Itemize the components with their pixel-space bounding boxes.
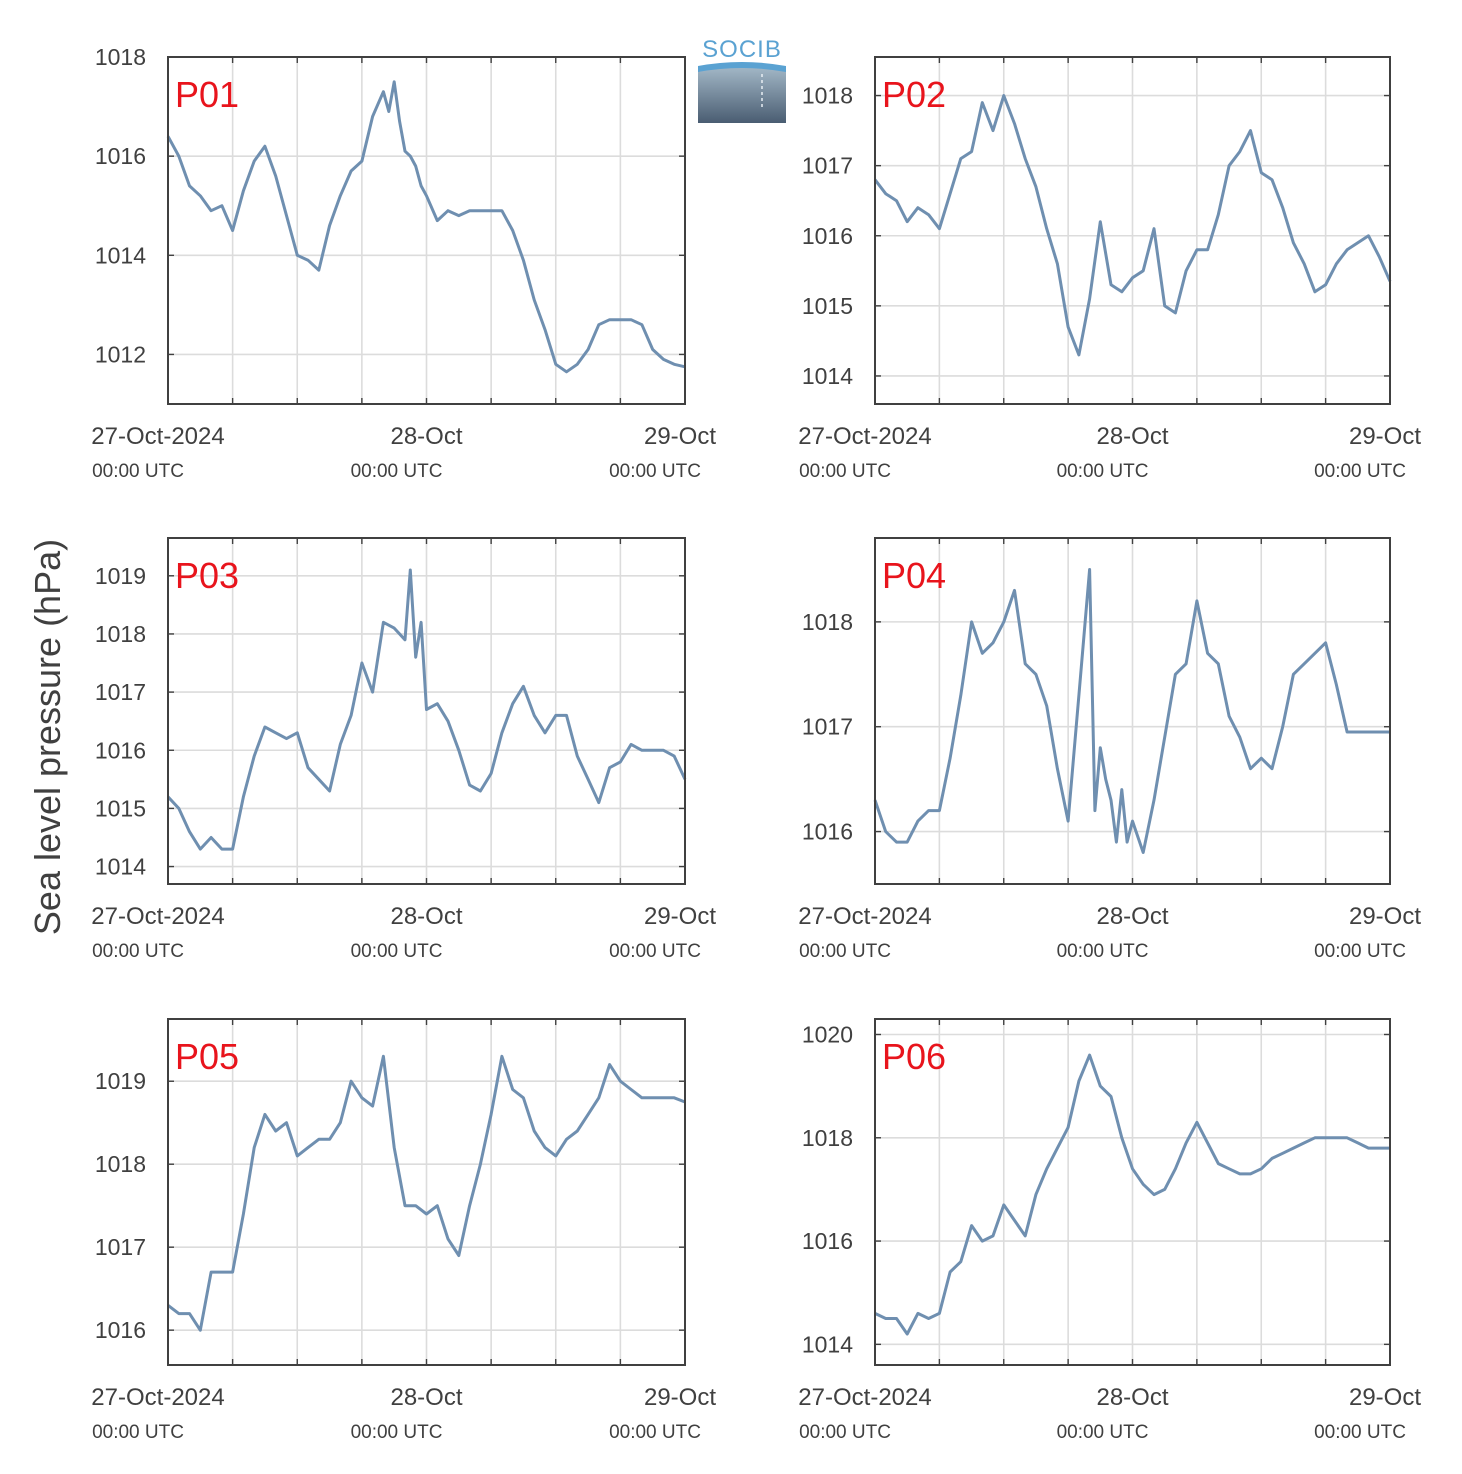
y-tick-label: 1018 <box>802 83 853 109</box>
x-tick-label: 27-Oct-2024 <box>798 423 931 450</box>
y-tick-label: 1019 <box>95 563 146 589</box>
y-tick-label: 1018 <box>95 1151 146 1177</box>
series-line-p02 <box>873 94 1392 357</box>
panel-p04: 1016 1017 1018 P04 27-Oct-2024 00:00 UTC 28-Oc… <box>798 537 1421 962</box>
panel-p01: 1012 1014 1016 1018 P01 27-Oct-2024 00:00 UTC 2… <box>91 44 716 482</box>
y-tick-label: 1015 <box>95 795 146 821</box>
y-tick-label: 1017 <box>95 1234 146 1260</box>
y-tick-label: 1020 <box>802 1021 853 1047</box>
y-tick-label: 1016 <box>802 819 853 845</box>
y-tick-label: 1018 <box>802 1125 853 1151</box>
x-tick-sublabel: 00:00 UTC <box>609 1422 701 1443</box>
y-tick-label: 1016 <box>95 143 146 169</box>
series-line-p05 <box>167 1054 686 1332</box>
y-tick-label: 1014 <box>95 854 146 880</box>
x-tick-sublabel: 00:00 UTC <box>92 1422 184 1443</box>
x-tick-sublabel: 00:00 UTC <box>351 461 443 482</box>
panel-p06: 1014 1016 1018 1020 P06 27-Oct-2024 00:00 UTC 2… <box>798 1018 1421 1443</box>
x-tick-label: 29-Oct <box>644 423 716 450</box>
y-tick-label: 1018 <box>95 44 146 70</box>
x-tick-sublabel: 00:00 UTC <box>609 941 701 962</box>
x-tick-label: 29-Oct <box>644 903 716 930</box>
station-label: P05 <box>175 1036 239 1077</box>
plot-frame <box>874 537 1391 885</box>
x-tick-label: 27-Oct-2024 <box>798 1384 931 1411</box>
y-tick-label: 1017 <box>802 714 853 740</box>
x-tick-label: 28-Oct <box>390 1384 462 1411</box>
series-line-p03 <box>166 568 687 851</box>
x-tick-label: 28-Oct <box>1096 1384 1168 1411</box>
x-tick-sublabel: 00:00 UTC <box>92 461 184 482</box>
x-tick-sublabel: 00:00 UTC <box>351 1422 443 1443</box>
socib-logo: SOCIB <box>698 36 786 123</box>
x-tick-label: 27-Oct-2024 <box>798 903 931 930</box>
x-tick-label: 28-Oct <box>1096 423 1168 450</box>
plot-frame <box>167 537 686 885</box>
y-tick-label: 1016 <box>802 1228 853 1254</box>
x-tick-sublabel: 00:00 UTC <box>799 1422 891 1443</box>
x-tick-label: 27-Oct-2024 <box>91 423 224 450</box>
y-tick-label: 1018 <box>802 609 853 635</box>
x-tick-sublabel: 00:00 UTC <box>1057 461 1149 482</box>
y-tick-label: 1014 <box>802 363 853 389</box>
station-label: P02 <box>882 74 946 115</box>
x-tick-sublabel: 00:00 UTC <box>92 941 184 962</box>
plot-frame <box>167 1018 686 1366</box>
x-tick-label: 27-Oct-2024 <box>91 1384 224 1411</box>
y-tick-label: 1014 <box>802 1331 853 1357</box>
plot-frame <box>167 56 686 405</box>
panel-p02: 1014 1015 1016 1017 1018 P02 27-Oct-2024 00:00 … <box>798 56 1421 482</box>
station-label: P01 <box>175 74 239 115</box>
panel-p03: 1014 1015 1016 1017 1018 1019 P03 27-Oct-2024 00… <box>91 537 716 962</box>
station-label: P04 <box>882 555 946 596</box>
x-tick-label: 29-Oct <box>1349 423 1421 450</box>
x-tick-sublabel: 00:00 UTC <box>1314 941 1406 962</box>
y-tick-label: 1015 <box>802 293 853 319</box>
y-tick-label: 1016 <box>802 223 853 249</box>
x-tick-sublabel: 00:00 UTC <box>799 941 891 962</box>
x-tick-label: 28-Oct <box>1096 903 1168 930</box>
y-tick-label: 1018 <box>95 621 146 647</box>
series-line-p04 <box>873 568 1390 854</box>
y-tick-label: 1017 <box>802 153 853 179</box>
logo-wave-block <box>698 64 786 123</box>
logo-wave <box>698 62 786 72</box>
x-tick-sublabel: 00:00 UTC <box>1057 1422 1149 1443</box>
x-tick-label: 29-Oct <box>644 1384 716 1411</box>
y-tick-label: 1016 <box>95 1317 146 1343</box>
x-tick-sublabel: 00:00 UTC <box>351 941 443 962</box>
x-tick-sublabel: 00:00 UTC <box>1314 461 1406 482</box>
station-label: P06 <box>882 1036 946 1077</box>
x-tick-sublabel: 00:00 UTC <box>1057 941 1149 962</box>
y-tick-label: 1012 <box>95 341 146 367</box>
x-tick-sublabel: 00:00 UTC <box>1314 1422 1406 1443</box>
y-tick-label: 1017 <box>95 679 146 705</box>
station-label: P03 <box>175 555 239 596</box>
series-line-p06 <box>874 1053 1390 1336</box>
x-tick-label: 27-Oct-2024 <box>91 903 224 930</box>
logo-text: SOCIB <box>702 36 782 63</box>
plot-frame <box>874 56 1391 405</box>
x-tick-label: 29-Oct <box>1349 903 1421 930</box>
y-tick-label: 1019 <box>95 1068 146 1094</box>
x-tick-label: 28-Oct <box>390 423 462 450</box>
x-tick-sublabel: 00:00 UTC <box>799 461 891 482</box>
y-tick-label: 1014 <box>95 242 146 268</box>
x-tick-label: 29-Oct <box>1349 1384 1421 1411</box>
series-line-p01 <box>166 80 686 374</box>
x-tick-sublabel: 00:00 UTC <box>609 461 701 482</box>
panel-p05: 1016 1017 1018 1019 P05 27-Oct-2024 00:00 UTC 2… <box>91 1018 716 1443</box>
x-tick-label: 28-Oct <box>390 903 462 930</box>
y-tick-label: 1016 <box>95 737 146 763</box>
plot-frame <box>874 1018 1391 1366</box>
